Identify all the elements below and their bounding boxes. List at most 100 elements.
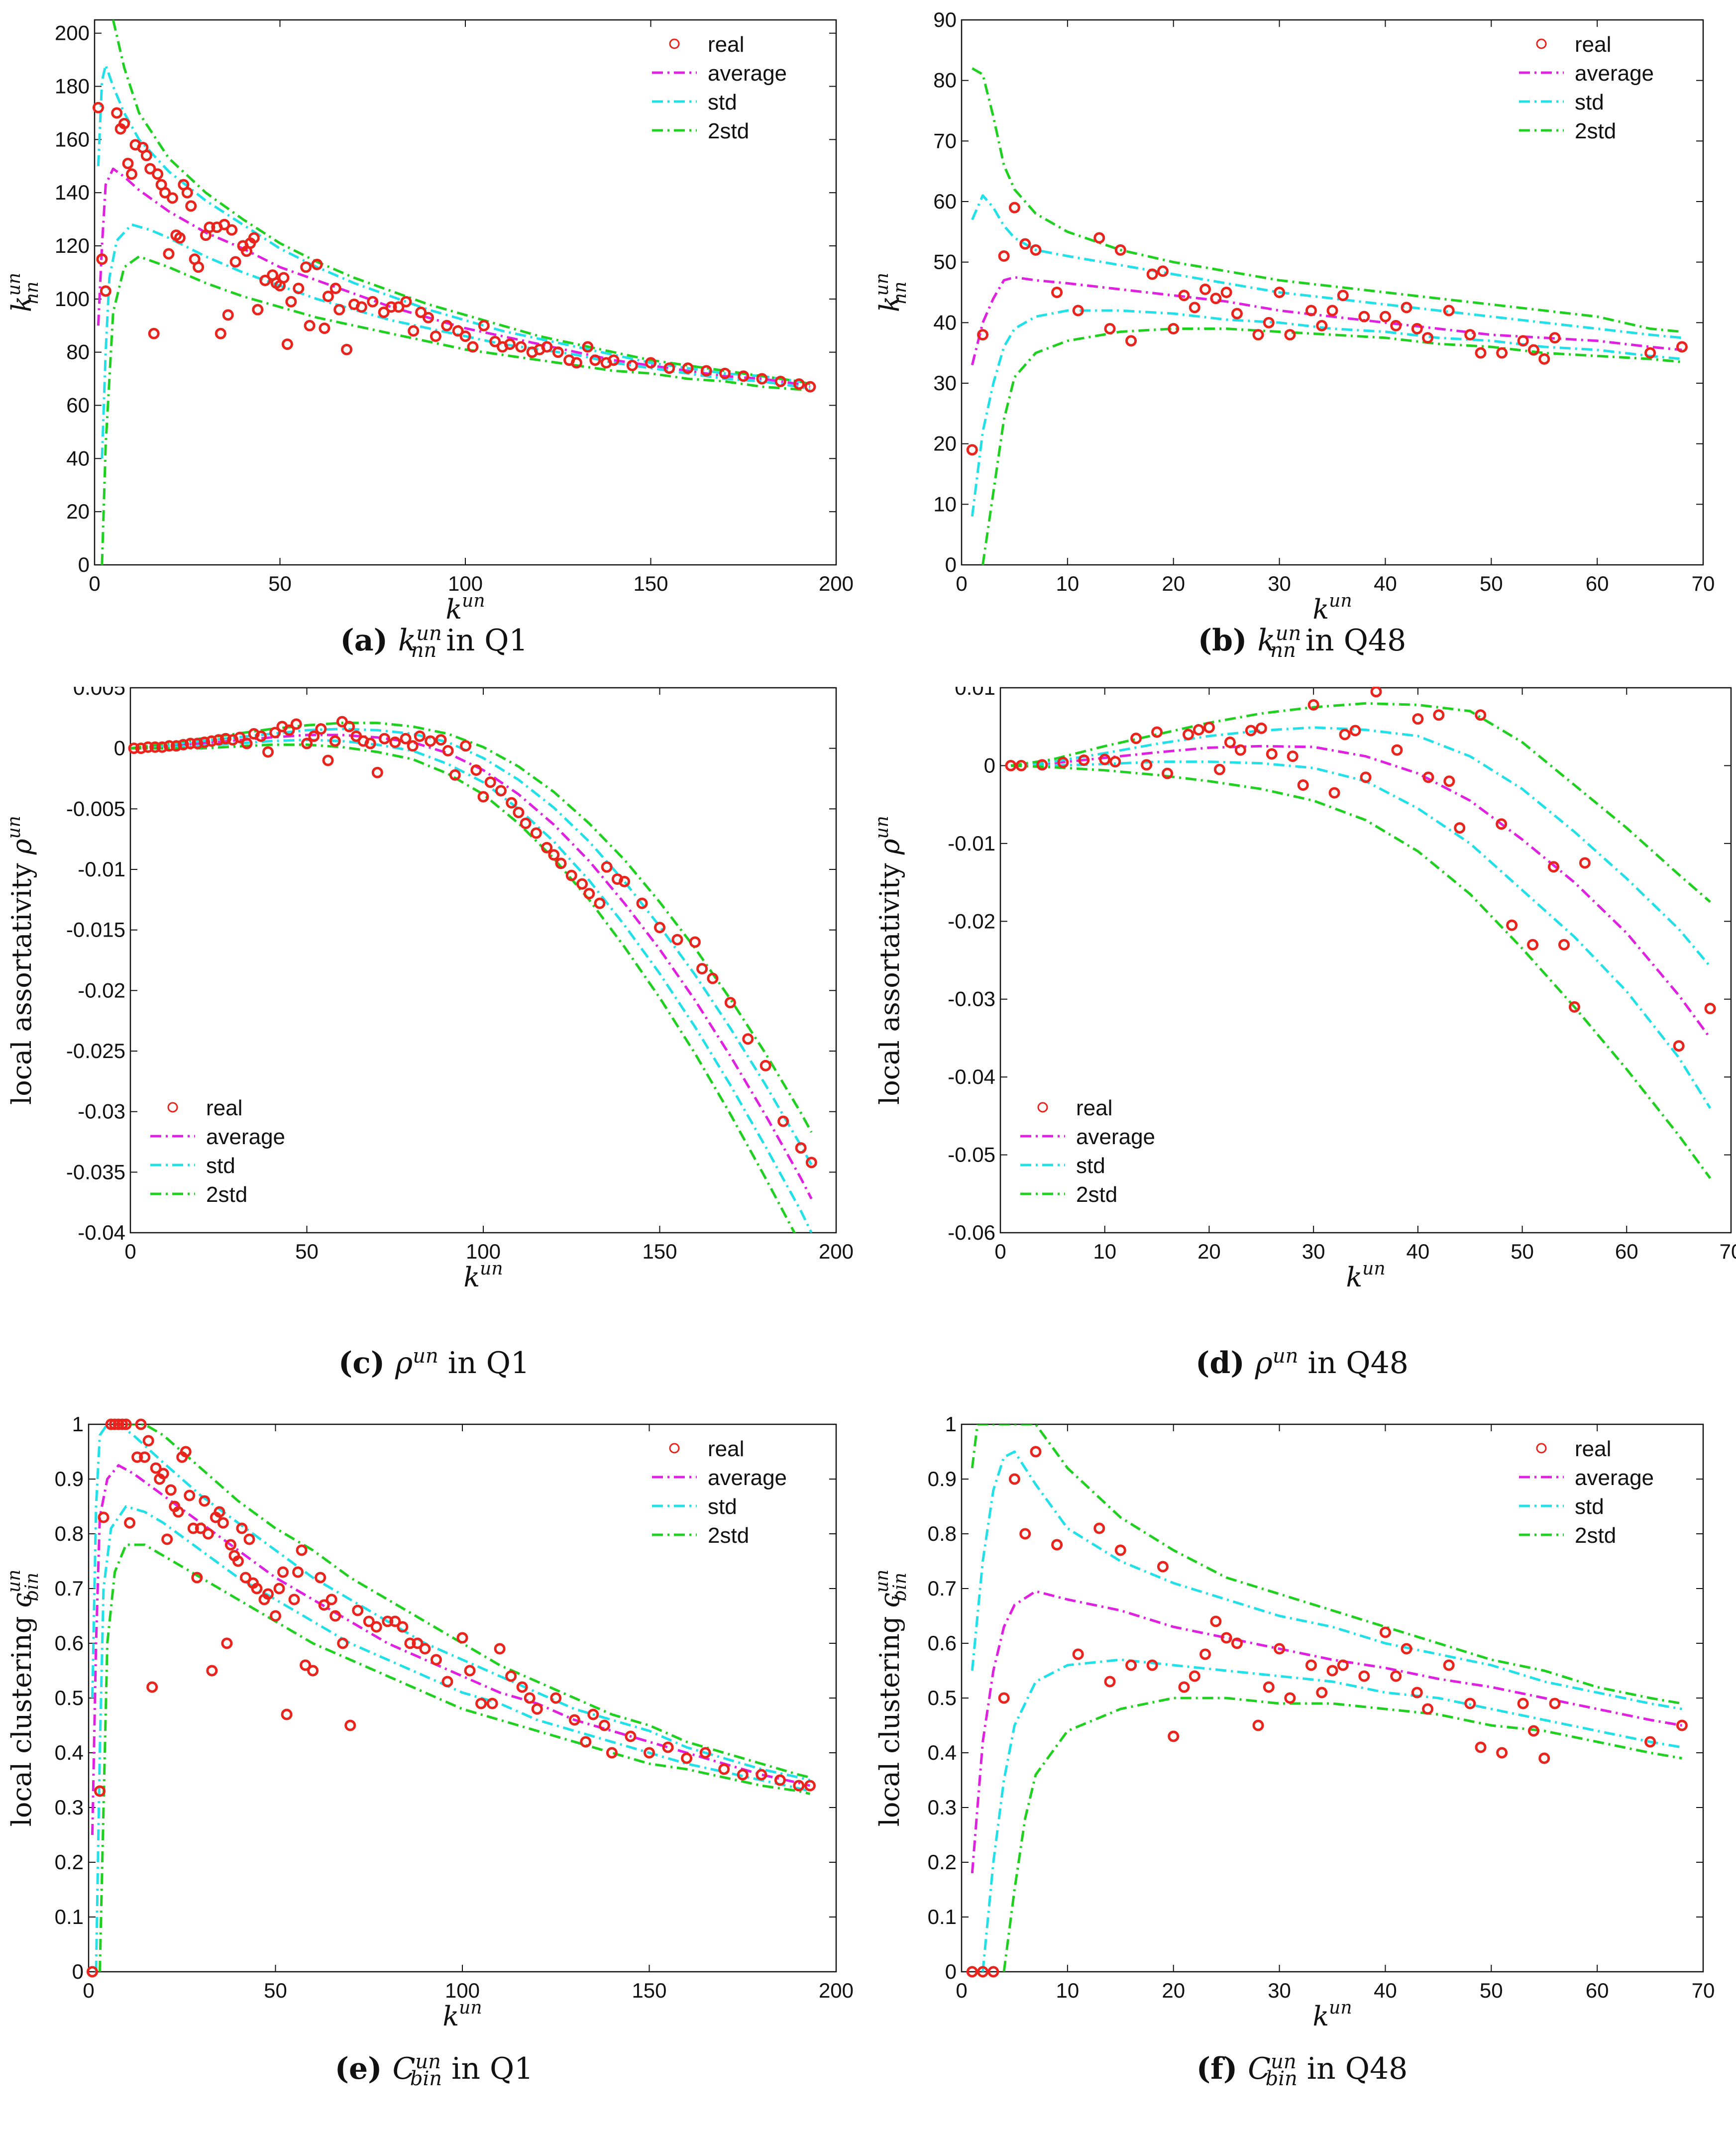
data-point-real	[337, 1637, 349, 1649]
data-point-real	[1189, 1670, 1200, 1682]
data-point-real	[109, 1418, 121, 1430]
data-point-real	[495, 785, 507, 797]
series-line-std_upper	[1010, 726, 1712, 967]
y-tick-label: 0.4	[928, 1741, 957, 1764]
y-tick-label: -0.035	[66, 1160, 125, 1183]
series-line-std_lower	[981, 1658, 1682, 1972]
y-axis-label: local assortativity ρun	[872, 816, 905, 1105]
y-tick-label: 160	[55, 127, 90, 151]
data-point-real	[281, 1708, 293, 1720]
legend-label-std: std	[708, 90, 737, 114]
data-point-real	[1266, 748, 1278, 760]
chart-svg: 0 50 100 150 200 -0.04 -0.035 -0.03 -0.025 -0.02 -…	[4, 687, 854, 1293]
data-point-real	[552, 346, 564, 358]
y-axis-label: local clustering cunbin	[4, 1570, 42, 1827]
data-point-real	[663, 362, 675, 374]
data-point-real	[148, 327, 160, 339]
data-point-real	[1005, 759, 1017, 771]
data-point-real	[1517, 1698, 1529, 1709]
series-line-2std_lower	[981, 327, 1682, 565]
caption-tail: in Q48	[1296, 623, 1407, 658]
x-tick-label: 10	[1093, 1240, 1116, 1263]
x-tick-label: 50	[1480, 1979, 1503, 2002]
x-axis-label: kun	[442, 1998, 482, 2032]
caption-symbol: ρ	[395, 1346, 413, 1381]
data-point-real	[598, 1719, 610, 1731]
legend-label-average: average	[1575, 61, 1654, 86]
y-tick-label: -0.04	[78, 1221, 125, 1244]
series-line-std_lower	[101, 223, 811, 459]
data-point-real	[682, 362, 694, 374]
data-point-real	[112, 1418, 124, 1430]
data-point-real	[293, 282, 305, 294]
data-point-real	[1231, 1637, 1243, 1649]
data-point-real	[243, 1533, 255, 1545]
data-point-real	[319, 322, 330, 334]
y-tick-label: 70	[933, 129, 957, 152]
data-point-real	[172, 1506, 184, 1518]
caption-sub: nn	[1270, 639, 1296, 662]
y-tick-label: 20	[933, 432, 957, 455]
data-point-real	[1130, 733, 1142, 745]
data-point-real	[193, 261, 205, 273]
data-point-real	[118, 117, 130, 129]
data-point-real	[1252, 1719, 1264, 1731]
data-point-real	[217, 1517, 229, 1529]
data-point-real	[414, 730, 426, 742]
series-line-std_upper	[91, 1424, 810, 1782]
data-point-real	[343, 721, 355, 733]
caption-symbol: ρ	[1255, 1346, 1273, 1381]
data-point-real	[1549, 332, 1561, 344]
caption-tail: in Q1	[438, 1346, 530, 1381]
data-point-real	[1496, 818, 1508, 830]
data-point-real	[1644, 1736, 1656, 1748]
data-point-real	[589, 354, 601, 366]
data-point-real	[506, 797, 518, 809]
data-point-real	[1704, 1002, 1716, 1014]
data-point-real	[315, 1572, 326, 1584]
data-point-real	[122, 157, 134, 169]
data-point-real	[580, 1736, 592, 1748]
legend-label-2std: 2std	[1575, 1523, 1616, 1548]
data-point-real	[1339, 729, 1351, 741]
data-point-real	[425, 735, 436, 747]
legend-label-2std: 2std	[1076, 1182, 1117, 1207]
data-point-real	[1401, 302, 1412, 314]
data-point-real	[1305, 305, 1317, 317]
data-point-real	[774, 1774, 786, 1786]
data-point-real	[290, 718, 302, 730]
data-point-real	[541, 341, 553, 353]
data-point-real	[477, 791, 489, 803]
y-tick-label: 0.1	[928, 1905, 957, 1928]
data-point-real	[1146, 268, 1158, 280]
data-point-real	[329, 735, 341, 747]
y-axis-label: local clustering cunbin	[872, 1570, 910, 1827]
data-point-real	[308, 730, 320, 742]
data-point-real	[213, 734, 224, 746]
data-point-real	[464, 1665, 476, 1677]
data-point-real	[1443, 775, 1455, 787]
data-point-real	[576, 878, 588, 890]
data-point-real	[1157, 265, 1169, 277]
data-point-real	[94, 1785, 106, 1797]
y-tick-label: 30	[933, 371, 957, 395]
caption-sub: bin	[1265, 2067, 1298, 2090]
data-point-real	[1224, 737, 1236, 748]
legend-label-2std: 2std	[708, 119, 749, 143]
data-point-real	[273, 1583, 285, 1595]
caption-label: (b)	[1197, 623, 1258, 658]
data-point-real	[442, 745, 454, 757]
chart-svg: 0 50 100 150 200 0 0.1 0.2 0.3 0.4 0.5 0.6 0.7 0.8 0.9…	[4, 1412, 854, 2032]
legend: real average std 2std	[652, 32, 787, 143]
x-tick-label: 100	[466, 1240, 501, 1263]
data-point-real	[1019, 1528, 1031, 1540]
data-point-real	[1255, 722, 1267, 734]
data-point-real	[430, 1654, 442, 1666]
data-point-real	[400, 296, 412, 308]
data-point-real	[1305, 1659, 1317, 1671]
legend-label-real: real	[708, 1437, 744, 1461]
data-point-real	[565, 869, 577, 881]
data-point-real	[671, 934, 683, 946]
data-point-real	[214, 1506, 225, 1518]
data-point-real	[87, 1966, 99, 1978]
